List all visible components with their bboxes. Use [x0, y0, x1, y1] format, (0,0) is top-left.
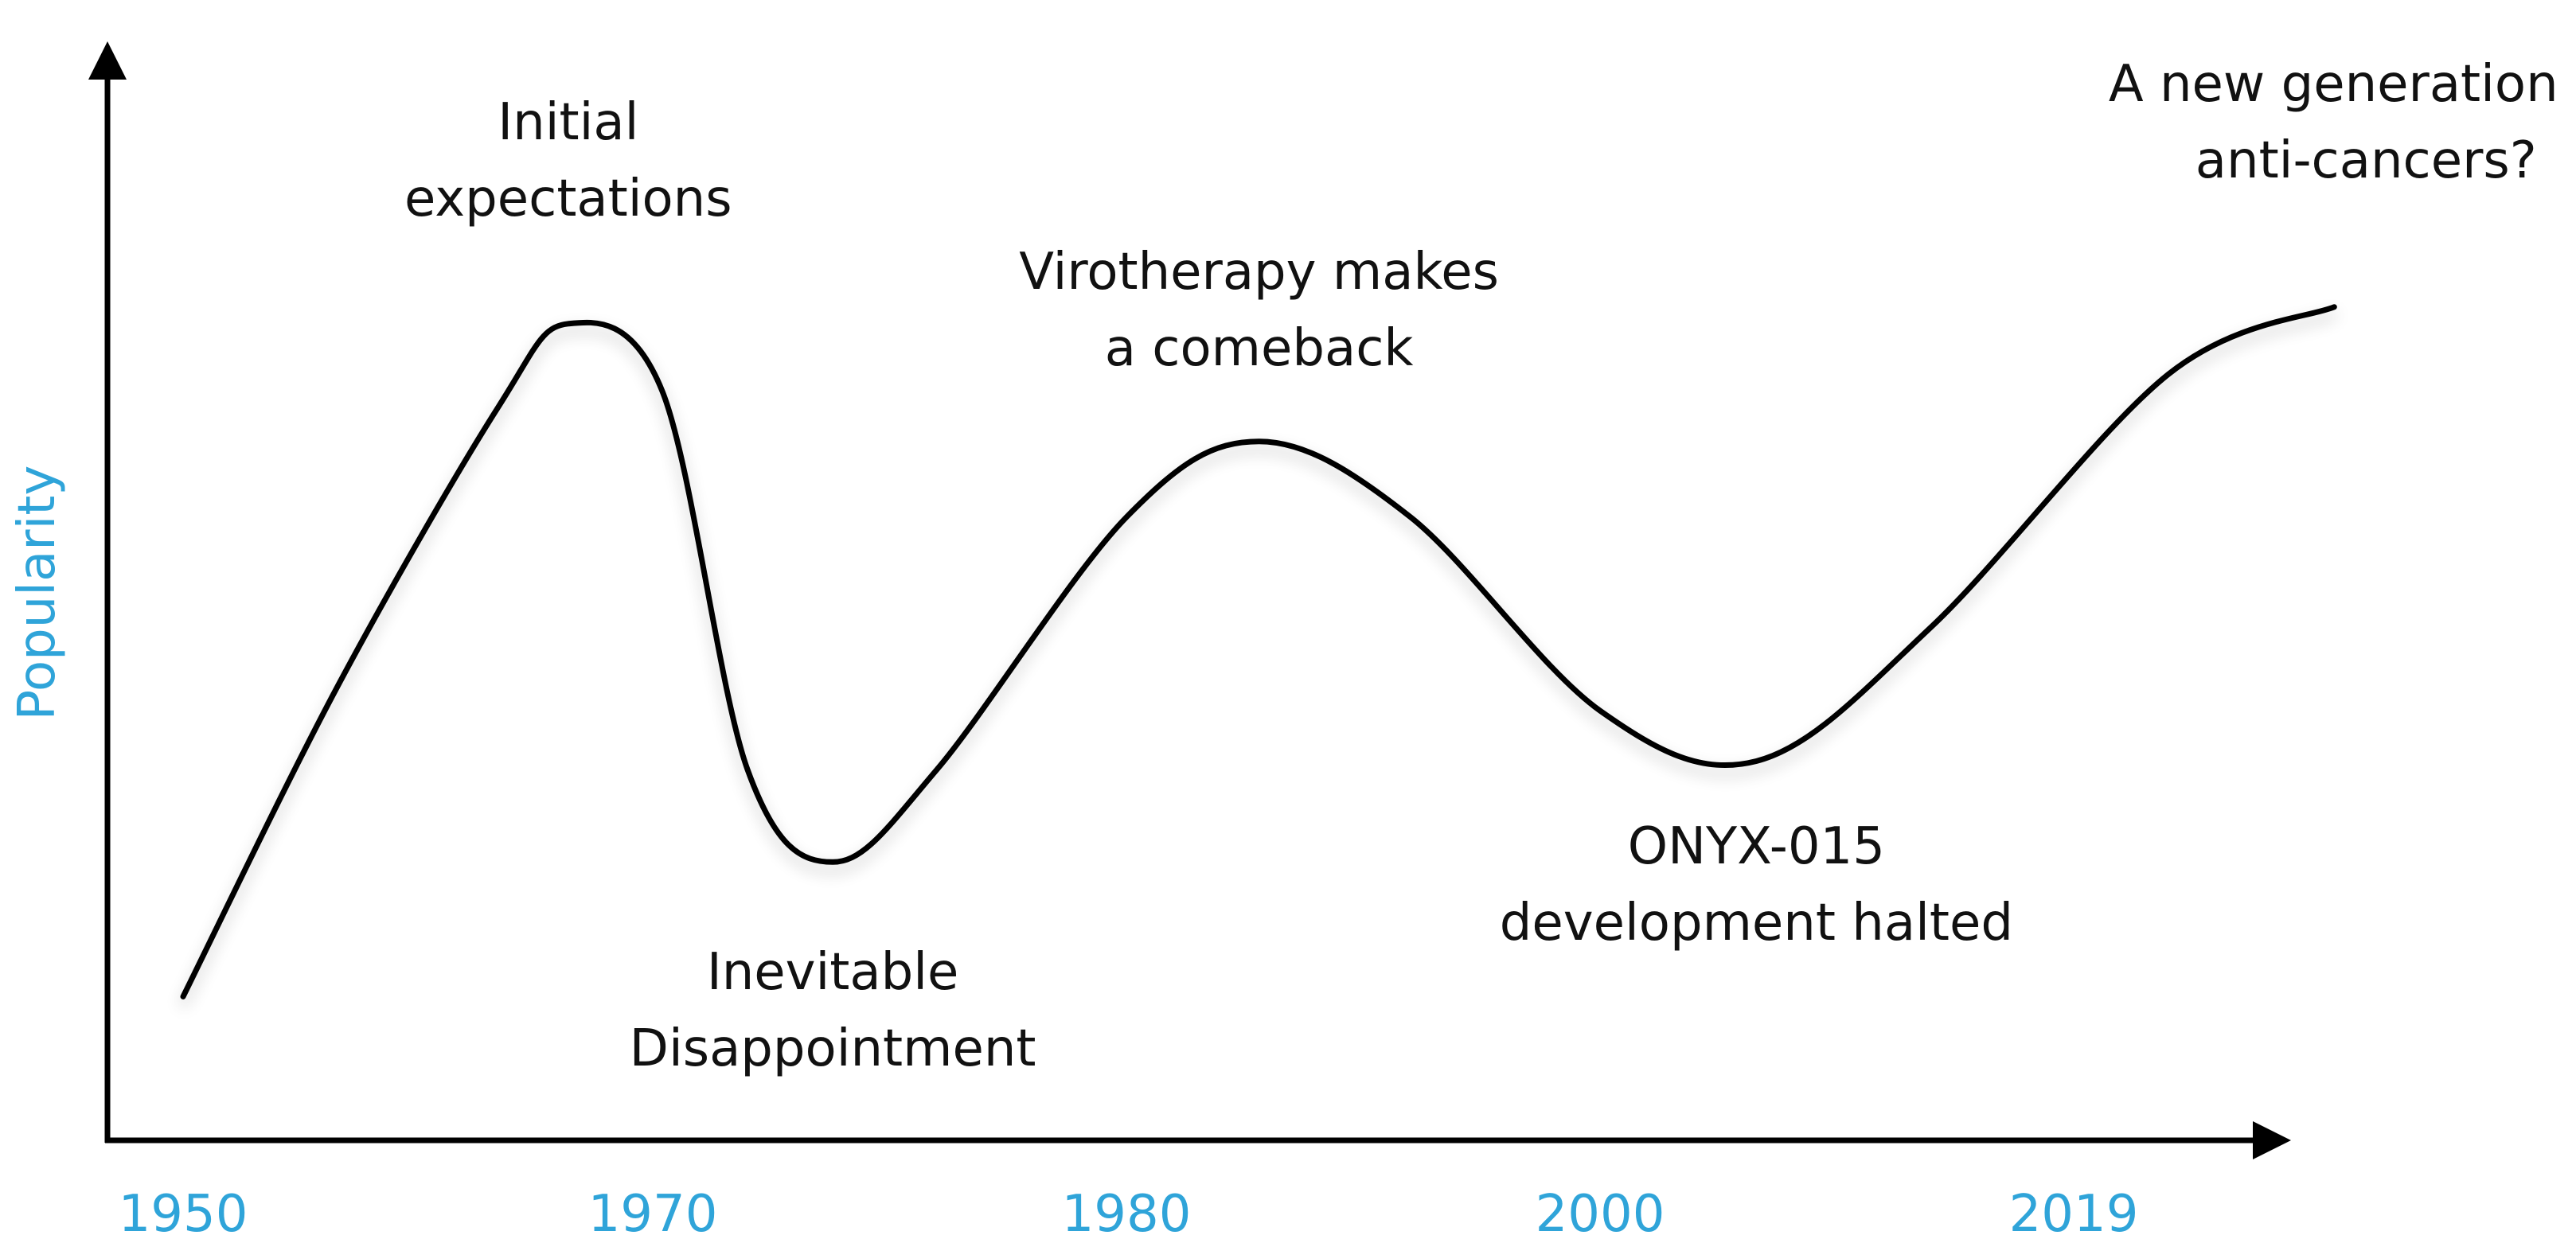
annotation-line: Initial — [498, 93, 638, 152]
y-axis-arrow — [88, 41, 127, 80]
annotation-line: Inevitable — [707, 943, 959, 1002]
x-tick-label: 1950 — [119, 1185, 248, 1239]
annotation-line: A new generation of — [2109, 55, 2576, 114]
annotation-line: a comeback — [1105, 319, 1414, 378]
annotation-label: Initial expectations — [404, 93, 732, 228]
annotation-label: Inevitable Disappointment — [630, 943, 1036, 1078]
x-axis-arrow — [2253, 1121, 2291, 1159]
annotation-line: anti-cancers? — [2195, 131, 2537, 190]
annotation-line: development halted — [1500, 894, 2013, 953]
x-tick-label: 1980 — [1062, 1185, 1192, 1239]
annotation-line: expectations — [404, 169, 732, 228]
annotation-line: Disappointment — [630, 1019, 1036, 1078]
x-tick-label: 1970 — [588, 1185, 718, 1239]
x-tick-labels: 1950 1970 1980 2000 2019 — [119, 1185, 2139, 1239]
x-tick-label: 2000 — [1536, 1185, 1665, 1239]
annotation-label: A new generation of anti-cancers? — [2109, 55, 2576, 190]
popularity-curve — [180, 304, 2337, 999]
annotations: Initial expectations Inevitable Disappointm… — [404, 55, 2576, 1078]
x-tick-label: 2019 — [2009, 1185, 2139, 1239]
axes — [88, 41, 2291, 1159]
annotation-line: ONYX-015 — [1628, 817, 1885, 876]
annotation-line: Virotherapy makes — [1019, 243, 1499, 302]
annotation-label: ONYX-015 development halted — [1500, 817, 2013, 953]
annotation-label: Virotherapy makes a comeback — [1019, 243, 1499, 378]
y-axis-title: Popularity — [8, 466, 67, 721]
